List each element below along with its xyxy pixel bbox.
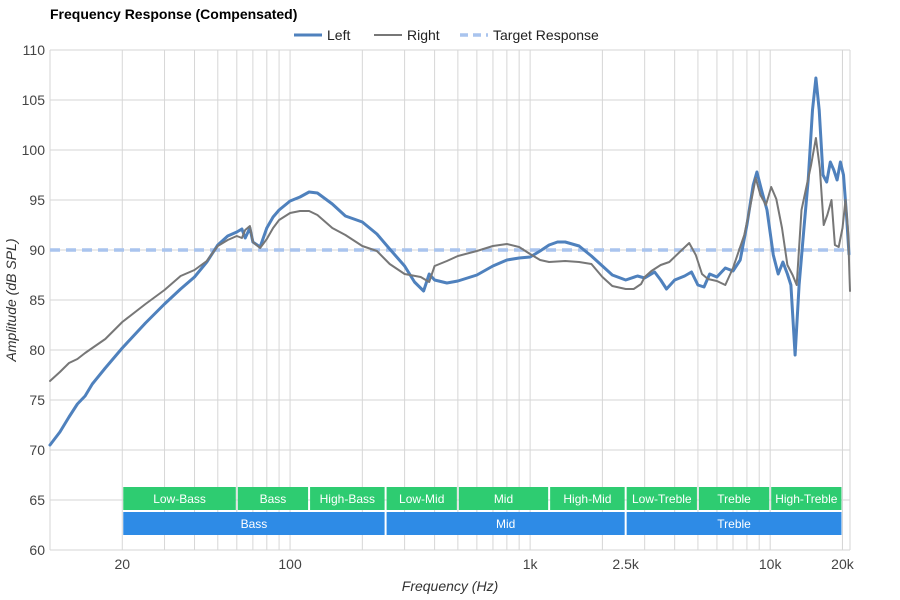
y-tick-label: 100 [22, 142, 46, 158]
band-rect [626, 512, 842, 535]
legend-label: Right [407, 27, 440, 43]
legend-label: Left [327, 27, 350, 43]
band-rect [237, 487, 309, 510]
y-tick-label: 110 [23, 42, 46, 58]
y-tick-label: 85 [29, 292, 45, 308]
band-label: High-Mid [563, 492, 611, 506]
x-tick-label: 2.5k [612, 556, 639, 572]
legend-label: Target Response [493, 27, 599, 43]
series-lines [48, 76, 851, 447]
band-rect [386, 512, 625, 535]
band-rect [458, 487, 549, 510]
band-label: Bass [241, 517, 268, 531]
band-label: Treble [717, 492, 751, 506]
legend: Left Right Target Response [294, 27, 599, 43]
y-tick-label: 90 [29, 242, 45, 258]
band-label: Low-Mid [399, 492, 444, 506]
band-rect [386, 487, 457, 510]
x-tick-label: 100 [278, 556, 302, 572]
x-tick-label: 20 [114, 556, 130, 572]
y-tick-label: 70 [29, 442, 45, 458]
y-tick-label: 65 [29, 492, 45, 508]
band-rect [310, 487, 385, 510]
y-axis-label: Amplitude (dB SPL) [3, 239, 19, 363]
band-rect [123, 487, 236, 510]
y-tick-label: 105 [22, 92, 46, 108]
axes: 60 65 70 75 80 85 90 95 100 105 110 20 100 1k 2.5k 10k 2… [22, 42, 855, 572]
y-tick-label: 80 [29, 342, 45, 358]
band-label: High-Bass [320, 492, 375, 506]
x-tick-label: 20k [831, 556, 855, 572]
band-label: Mid [496, 517, 515, 531]
band-label: Low-Treble [632, 492, 692, 506]
band-label: Low-Bass [153, 492, 206, 506]
series-line-left [48, 76, 851, 447]
band-label: Bass [260, 492, 287, 506]
series-line-right [49, 137, 851, 382]
band-label: Mid [494, 492, 513, 506]
band-rect [626, 487, 697, 510]
band-rect [771, 487, 842, 510]
frequency-bands: Low-Bass Bass High-Bass Low-Mid Mid High-Mid L… [123, 487, 842, 535]
y-tick-label: 75 [29, 392, 45, 408]
x-tick-label: 10k [759, 556, 783, 572]
band-rect [550, 487, 625, 510]
chart-title: Frequency Response (Compensated) [50, 6, 298, 22]
band-rect [123, 512, 385, 535]
band-label: Treble [717, 517, 751, 531]
band-rect [698, 487, 770, 510]
band-label: High-Treble [775, 492, 838, 506]
y-tick-label: 95 [29, 192, 45, 208]
x-tick-label: 1k [523, 556, 539, 572]
x-axis-label: Frequency (Hz) [402, 578, 498, 594]
y-tick-label: 60 [29, 542, 45, 558]
